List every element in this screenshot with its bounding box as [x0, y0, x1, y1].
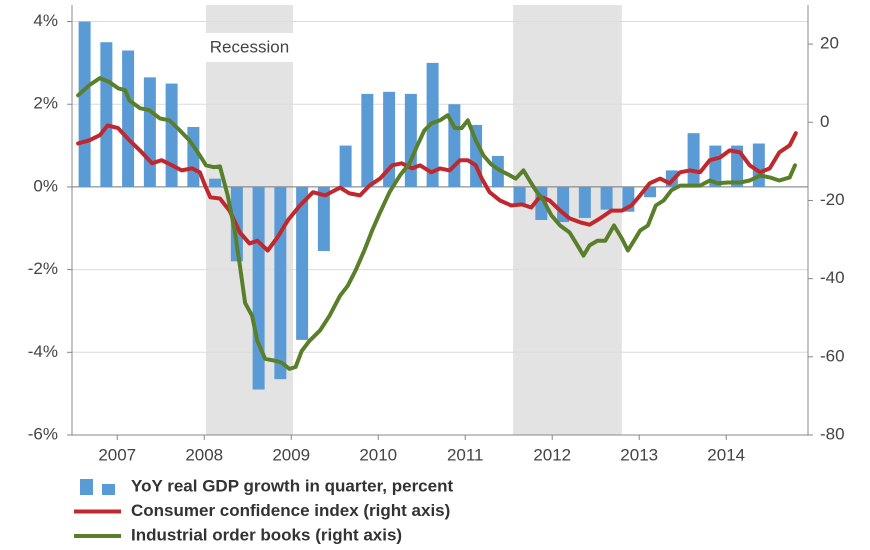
bar	[296, 186, 309, 340]
bar	[687, 133, 700, 187]
bar	[578, 186, 591, 218]
line-layer	[76, 76, 798, 371]
y2-tick-label: -60	[820, 346, 845, 365]
x-tick-label: 2009	[272, 445, 310, 464]
bar	[252, 186, 265, 390]
grid-layer	[72, 21, 808, 436]
legend-label: Consumer confidence index (right axis)	[131, 501, 450, 520]
bar	[78, 21, 91, 187]
bar	[143, 77, 156, 187]
bar	[339, 145, 352, 187]
legend-label: YoY real GDP growth in quarter, percent	[131, 476, 453, 495]
y-tick-label: -2%	[28, 259, 58, 278]
bar	[317, 186, 330, 252]
y-tick-label: -4%	[28, 342, 58, 361]
bar	[383, 91, 396, 187]
bar-layer	[78, 21, 765, 390]
y2-tick-label: -40	[820, 268, 845, 287]
bar	[361, 93, 374, 187]
bar	[731, 145, 744, 187]
bar	[404, 93, 417, 187]
x-tick-label: 2008	[185, 445, 223, 464]
y-tick-label: 4%	[33, 11, 58, 30]
bar	[644, 186, 657, 198]
x-tick-label: 2011	[447, 445, 484, 464]
x-tick-label: 2010	[359, 445, 397, 464]
legend-swatch	[102, 484, 115, 495]
bar	[752, 143, 765, 187]
bar	[513, 186, 526, 206]
x-tick-label: 2007	[98, 445, 136, 464]
y2-tick-label: 20	[820, 34, 839, 53]
bar	[187, 126, 200, 187]
bar	[600, 186, 613, 210]
axis-layer: 4% 2% 0% -2% -4% -6% 20 0 -20 -40 -60 -80 2007 2008 20…	[28, 5, 845, 464]
legend-swatch	[80, 479, 93, 495]
x-tick-label: 2013	[620, 445, 658, 464]
bar	[165, 83, 178, 187]
x-tick-label: 2012	[533, 445, 571, 464]
bar	[122, 50, 135, 187]
annotation: Recession	[210, 37, 289, 56]
x-tick-label: 2014	[707, 445, 745, 464]
bar	[209, 178, 222, 187]
y-tick-label: 2%	[33, 94, 58, 113]
bar	[274, 186, 287, 380]
legend: YoY real GDP growth in quarter, percent C…	[74, 476, 453, 544]
y-tick-label: -6%	[28, 424, 58, 443]
legend-label: Industrial order books (right axis)	[131, 525, 402, 544]
annotation-background	[197, 33, 302, 62]
y2-tick-label: 0	[820, 112, 829, 131]
line	[76, 76, 797, 371]
line	[76, 123, 798, 253]
bar	[100, 42, 113, 187]
bar	[491, 155, 504, 187]
y2-tick-label: -20	[820, 190, 845, 209]
y-tick-label: 0%	[33, 176, 58, 195]
y2-tick-label: -80	[820, 424, 845, 443]
